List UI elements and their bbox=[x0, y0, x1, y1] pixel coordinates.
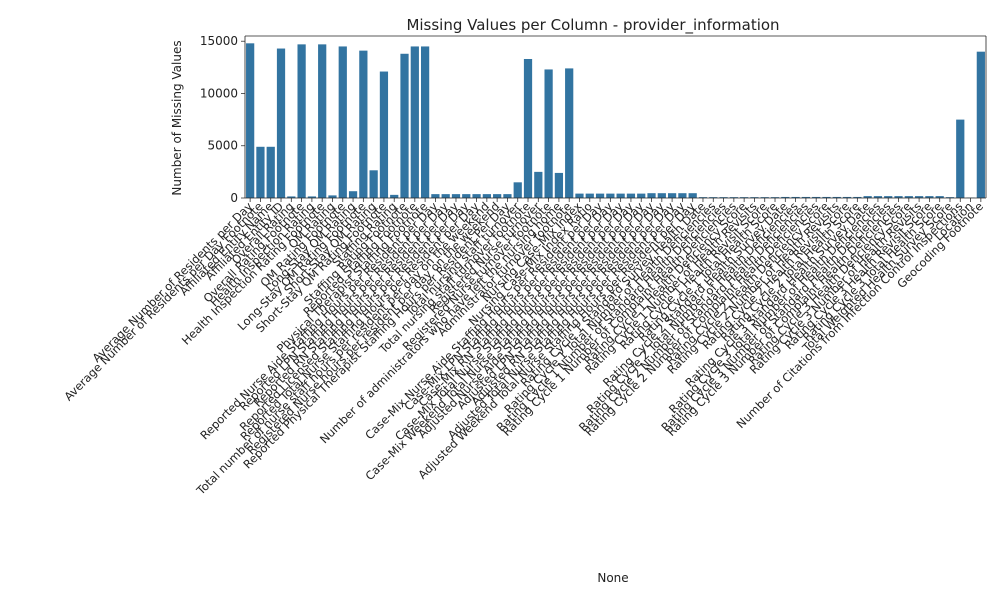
bar bbox=[400, 54, 408, 198]
bar bbox=[380, 72, 388, 198]
bar bbox=[462, 194, 470, 198]
bar bbox=[606, 194, 614, 198]
bar bbox=[555, 173, 563, 198]
bar bbox=[411, 46, 419, 198]
bar bbox=[339, 46, 347, 198]
bar bbox=[956, 120, 964, 198]
bar bbox=[637, 194, 645, 198]
bar bbox=[586, 194, 594, 198]
bar bbox=[390, 195, 398, 198]
axis-spines bbox=[245, 36, 986, 198]
bar bbox=[596, 194, 604, 198]
bar bbox=[431, 194, 439, 198]
chart-title: Missing Values per Column - provider_inf… bbox=[406, 16, 779, 35]
y-axis-label: Number of Missing Values bbox=[170, 40, 184, 195]
bar bbox=[359, 51, 367, 198]
bar bbox=[256, 147, 264, 198]
bar bbox=[503, 194, 511, 198]
bar bbox=[524, 59, 532, 198]
bar bbox=[297, 44, 305, 198]
bar bbox=[565, 68, 573, 198]
bar bbox=[689, 193, 697, 198]
bar bbox=[452, 194, 460, 198]
bar bbox=[277, 49, 285, 198]
bar bbox=[977, 52, 985, 198]
y-tick-label: 15000 bbox=[200, 34, 238, 48]
bar bbox=[421, 46, 429, 198]
bar bbox=[472, 194, 480, 198]
bar bbox=[544, 69, 552, 198]
y-tick-label: 10000 bbox=[200, 86, 238, 100]
bar bbox=[483, 194, 491, 198]
bar bbox=[668, 193, 676, 198]
bar bbox=[318, 44, 326, 198]
y-tick-label: 0 bbox=[230, 191, 238, 205]
bar bbox=[514, 182, 522, 198]
bar bbox=[678, 193, 686, 198]
bar bbox=[442, 194, 450, 198]
bar bbox=[534, 172, 542, 198]
bar bbox=[493, 194, 501, 198]
x-axis-label: None bbox=[597, 571, 628, 585]
bar bbox=[658, 193, 666, 198]
bars-group bbox=[246, 43, 985, 198]
bar bbox=[349, 191, 357, 198]
bar bbox=[627, 194, 635, 198]
bar bbox=[647, 193, 655, 198]
y-tick-label: 5000 bbox=[207, 139, 238, 153]
bar bbox=[370, 170, 378, 198]
x-ticks-group: Average Number of Residents per DayAvera… bbox=[61, 198, 986, 498]
bar bbox=[246, 43, 254, 198]
bar bbox=[267, 147, 275, 198]
y-ticks-group: 0 5000 10000 15000 bbox=[200, 34, 245, 205]
bar bbox=[575, 194, 583, 198]
bar bbox=[617, 194, 625, 198]
